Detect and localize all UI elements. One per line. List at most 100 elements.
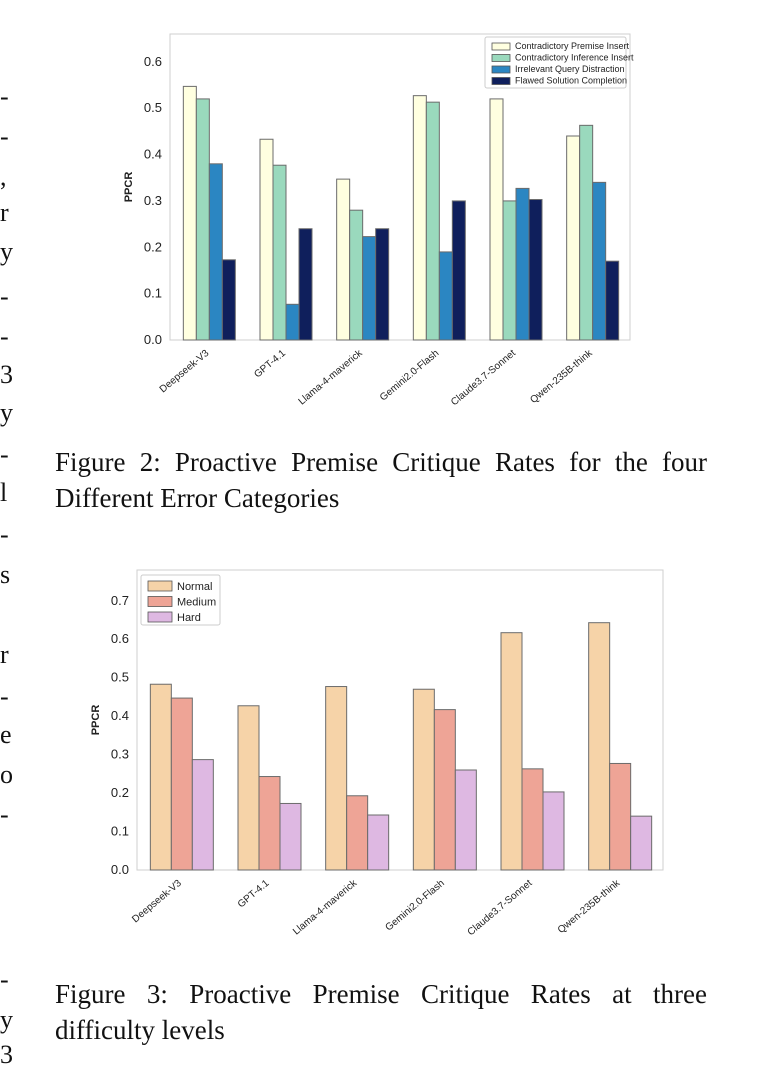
- bar: [367, 814, 390, 871]
- column-edge-dash: -: [0, 82, 9, 111]
- bar: [438, 251, 453, 341]
- bar: [579, 124, 594, 341]
- bar: [272, 164, 287, 341]
- figure-3-chart: 0.0 0.1 0.2 0.3 0.4 0.5 0.6 0.7 PPCR Deepseek-V3 G…: [90, 569, 664, 938]
- plot-frame: [136, 569, 664, 871]
- column-edge-char: e: [0, 720, 12, 749]
- bar: [195, 98, 210, 341]
- bar: [149, 683, 172, 871]
- bar: [521, 768, 544, 871]
- x-tick-label: Llama-4-maverick: [291, 877, 360, 937]
- bar: [285, 303, 300, 341]
- bar: [425, 101, 440, 341]
- bar: [346, 795, 369, 871]
- bar: [412, 688, 435, 871]
- bar: [258, 776, 281, 871]
- bar: [451, 200, 466, 341]
- bar: [588, 622, 611, 871]
- x-tick-label: Gemini2.0-Flash: [378, 348, 441, 404]
- legend-label: Contradictory Premise Insert: [515, 41, 630, 51]
- column-edge-char: s: [0, 560, 11, 589]
- y-tick-label: 0.2: [111, 785, 129, 800]
- legend-label: Contradictory Inference Insert: [515, 53, 634, 63]
- x-tick-label: GPT-4.1: [236, 878, 272, 911]
- plot-frame: [169, 33, 631, 341]
- bar: [362, 236, 377, 341]
- figure-2: 0.0 0.1 0.2 0.3 0.4 0.5 0.6 PPCR Deepseek-V3 GPT-…: [0, 0, 765, 420]
- y-tick-label: 0.1: [111, 824, 129, 839]
- figure-3-caption: Figure 3: Proactive Premise Critique Rat…: [55, 979, 707, 1045]
- column-edge-char: 3: [0, 1040, 13, 1069]
- y-tick-label: 0.3: [111, 747, 129, 762]
- bar: [592, 181, 607, 341]
- y-tick-label: 0.2: [144, 239, 162, 254]
- bar: [433, 709, 456, 871]
- y-axis-label: PPCR: [90, 705, 102, 736]
- legend-label: Hard: [177, 612, 201, 624]
- bar: [208, 163, 223, 341]
- bar: [528, 199, 543, 341]
- legend-swatch: [491, 77, 511, 85]
- previous-column-fragment: - - , r y - - 3 y - l - s r - e o - - y …: [0, 0, 22, 1075]
- bar: [237, 705, 260, 871]
- column-edge-dash: -: [0, 682, 9, 711]
- bar: [279, 802, 302, 871]
- y-tick-label: 0.7: [111, 593, 129, 608]
- column-edge-dash: -: [0, 800, 9, 829]
- y-tick-label: 0.4: [144, 147, 162, 162]
- bar: [182, 85, 197, 341]
- y-tick-label: 0.6: [144, 54, 162, 69]
- y-tick-label: 0.6: [111, 631, 129, 646]
- column-edge-dash: -: [0, 122, 9, 151]
- column-edge-dash: -: [0, 282, 9, 311]
- bar: [412, 95, 427, 341]
- column-edge-dash: -: [0, 322, 9, 351]
- y-tick-label: 0.0: [144, 332, 162, 347]
- legend-box: [484, 36, 627, 89]
- x-tick-label: Claude3.7-Sonnet: [449, 348, 518, 408]
- x-tick-label: Llama-4-maverick: [297, 347, 366, 407]
- x-tick-label: Qwen-235B-think: [528, 347, 595, 406]
- x-tick-label: Qwen-235B-think: [556, 877, 623, 936]
- bar: [502, 200, 517, 341]
- bar: [609, 762, 632, 871]
- y-tick-label: 0.3: [144, 193, 162, 208]
- column-edge-char: y: [0, 398, 13, 427]
- y-tick-label: 0.0: [111, 862, 129, 877]
- bar: [515, 187, 530, 341]
- figure-2-caption: Figure 2: Proactive Premise Critique Rat…: [55, 447, 707, 513]
- bar: [454, 769, 477, 871]
- bar: [191, 759, 214, 871]
- column-edge-dash: -: [0, 440, 9, 469]
- column-edge-char: l: [0, 478, 8, 507]
- bar: [349, 209, 364, 341]
- legend-swatch: [147, 580, 173, 592]
- x-tick-label: Deepseek-V3: [130, 878, 184, 926]
- legend-swatch: [147, 596, 173, 607]
- column-edge-char: y: [0, 237, 13, 266]
- bar: [605, 260, 620, 341]
- bar: [375, 228, 390, 341]
- x-tick-label: Gemini2.0-Flash: [383, 878, 446, 934]
- bar: [221, 259, 236, 341]
- figure-2-chart: 0.0 0.1 0.2 0.3 0.4 0.5 0.6 PPCR Deepseek-V3 GPT-…: [123, 33, 634, 408]
- x-tick-label: Claude3.7-Sonnet: [466, 878, 535, 938]
- legend-swatch: [491, 65, 511, 74]
- bar: [325, 686, 348, 871]
- y-tick-label: 0.1: [144, 286, 162, 301]
- legend-swatch: [491, 54, 511, 62]
- bar: [298, 228, 313, 341]
- column-edge-char: ,: [0, 162, 7, 191]
- bar: [170, 697, 193, 871]
- legend-swatch: [491, 42, 511, 51]
- bar: [259, 138, 274, 341]
- x-tick-label: GPT-4.1: [252, 348, 288, 381]
- x-tick-label: Deepseek-V3: [158, 348, 212, 396]
- bar: [500, 632, 523, 871]
- bar: [489, 98, 504, 341]
- bar: [542, 791, 565, 871]
- legend-label: Medium: [177, 597, 216, 609]
- column-edge-char: r: [0, 640, 9, 669]
- column-edge-char: y: [0, 1005, 13, 1034]
- y-tick-label: 0.5: [144, 100, 162, 115]
